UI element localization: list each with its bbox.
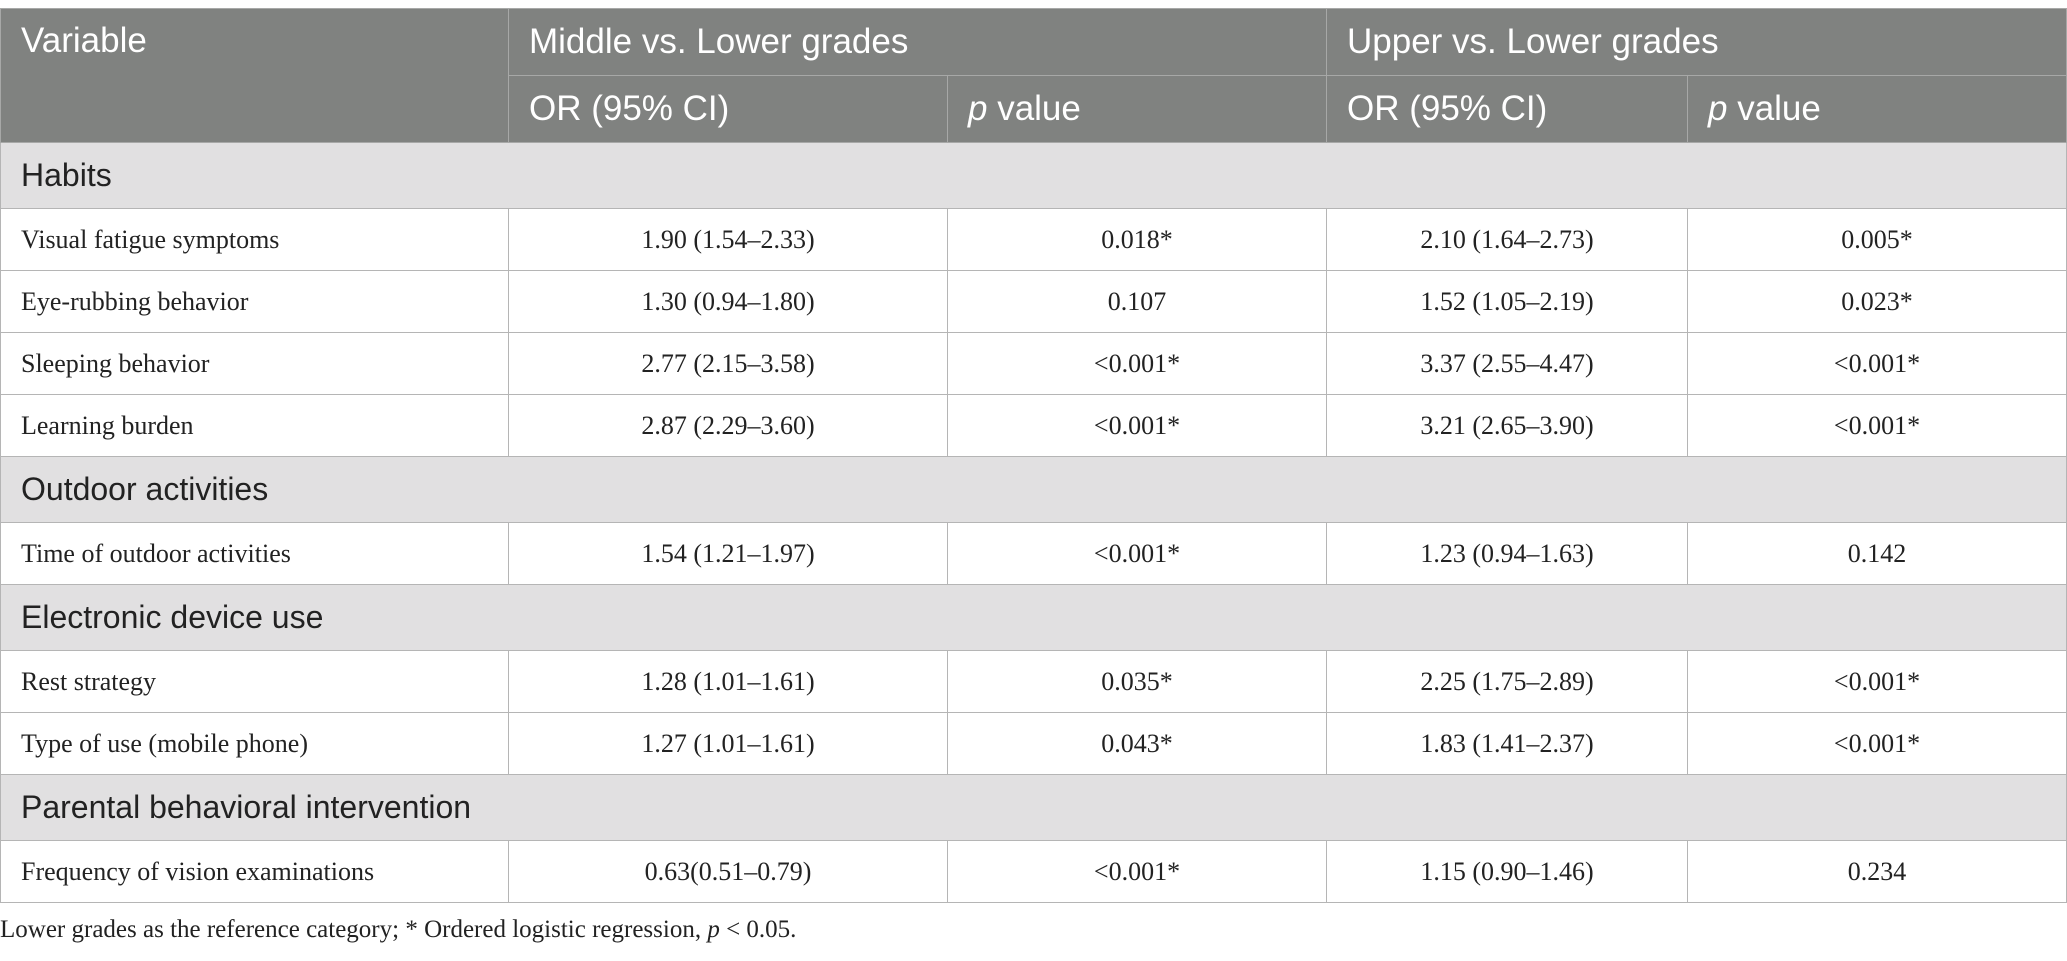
p-upper-cell: 0.234 [1686, 840, 2067, 903]
or-upper-cell: 1.52 (1.05–2.19) [1326, 270, 1688, 333]
or-middle-cell: 2.87 (2.29–3.60) [508, 394, 948, 457]
table-row: Eye-rubbing behavior 1.30 (0.94–1.80) 0.10… [0, 270, 2067, 333]
variable-cell: Rest strategy [0, 650, 509, 713]
header-group-upper: Upper vs. Lower grades [1325, 8, 2067, 76]
p-middle-cell: <0.001* [947, 522, 1327, 585]
p-middle-cell: 0.018* [947, 208, 1327, 271]
section-row: Electronic device use [0, 584, 2067, 651]
footnote-text: Lower grades as the reference category; … [0, 916, 708, 943]
table-row: Frequency of vision examinations 0.63(0.5… [0, 840, 2067, 903]
section-title: Electronic device use [0, 584, 2067, 651]
header-p-upper: p value [1686, 75, 2067, 143]
section-title: Outdoor activities [0, 456, 2067, 523]
header-variable: Variable [0, 8, 509, 143]
table-row: Time of outdoor activities 1.54 (1.21–1.9… [0, 522, 2067, 585]
section-row: Habits [0, 142, 2067, 209]
header-p-middle: p value [947, 75, 1327, 143]
table-row: Learning burden 2.87 (2.29–3.60) <0.001* 3.… [0, 394, 2067, 457]
table-row: Visual fatigue symptoms 1.90 (1.54–2.33) 0… [0, 208, 2067, 271]
p-middle-cell: <0.001* [947, 840, 1327, 903]
or-middle-cell: 1.90 (1.54–2.33) [508, 208, 948, 271]
variable-cell: Frequency of vision examinations [0, 840, 509, 903]
or-upper-cell: 3.21 (2.65–3.90) [1326, 394, 1688, 457]
p-middle-cell: 0.107 [947, 270, 1327, 333]
p-upper-cell: <0.001* [1686, 650, 2067, 713]
p-middle-cell: 0.043* [947, 712, 1327, 775]
or-upper-cell: 1.83 (1.41–2.37) [1326, 712, 1688, 775]
p-upper-cell: 0.142 [1686, 522, 2067, 585]
or-middle-cell: 1.27 (1.01–1.61) [508, 712, 948, 775]
section-row: Parental behavioral intervention [0, 774, 2067, 841]
p-middle-cell: <0.001* [947, 394, 1327, 457]
section-title: Parental behavioral intervention [0, 774, 2067, 841]
table-row: Rest strategy 1.28 (1.01–1.61) 0.035* 2.25 … [0, 650, 2067, 713]
or-upper-cell: 2.10 (1.64–2.73) [1326, 208, 1688, 271]
table-footnote: Lower grades as the reference category; … [0, 916, 796, 944]
table-row: Type of use (mobile phone) 1.27 (1.01–1.6… [0, 712, 2067, 775]
variable-cell: Time of outdoor activities [0, 522, 509, 585]
section-row: Outdoor activities [0, 456, 2067, 523]
or-middle-cell: 0.63(0.51–0.79) [508, 840, 948, 903]
or-upper-cell: 2.25 (1.75–2.89) [1326, 650, 1688, 713]
variable-cell: Type of use (mobile phone) [0, 712, 509, 775]
or-upper-cell: 1.15 (0.90–1.46) [1326, 840, 1688, 903]
or-middle-cell: 1.54 (1.21–1.97) [508, 522, 948, 585]
p-middle-cell: <0.001* [947, 332, 1327, 395]
p-upper-cell: <0.001* [1686, 394, 2067, 457]
variable-cell: Sleeping behavior [0, 332, 509, 395]
table-body: Habits Visual fatigue symptoms 1.90 (1.54–… [0, 142, 2067, 903]
footnote-p-italic: p [707, 916, 720, 943]
footnote-text-end: < 0.05. [719, 916, 797, 943]
header-or-middle: OR (95% CI) [508, 75, 948, 143]
or-middle-cell: 1.28 (1.01–1.61) [508, 650, 948, 713]
p-italic: p [1708, 89, 1728, 128]
p-value-label: value [1727, 89, 1821, 128]
header-or-upper: OR (95% CI) [1326, 75, 1688, 143]
or-middle-cell: 2.77 (2.15–3.58) [508, 332, 948, 395]
or-upper-cell: 3.37 (2.55–4.47) [1326, 332, 1688, 395]
or-middle-cell: 1.30 (0.94–1.80) [508, 270, 948, 333]
section-title: Habits [0, 142, 2067, 209]
p-italic: p [968, 89, 988, 128]
variable-cell: Learning burden [0, 394, 509, 457]
p-middle-cell: 0.035* [947, 650, 1327, 713]
p-upper-cell: 0.005* [1686, 208, 2067, 271]
p-upper-cell: <0.001* [1686, 332, 2067, 395]
or-upper-cell: 1.23 (0.94–1.63) [1326, 522, 1688, 585]
p-value-label: value [987, 89, 1081, 128]
table-row: Sleeping behavior 2.77 (2.15–3.58) <0.001*… [0, 332, 2067, 395]
results-table: Variable Middle vs. Lower grades Upper v… [0, 8, 2067, 903]
p-upper-cell: 0.023* [1686, 270, 2067, 333]
variable-cell: Visual fatigue symptoms [0, 208, 509, 271]
p-upper-cell: <0.001* [1686, 712, 2067, 775]
header-group-middle: Middle vs. Lower grades [508, 8, 1327, 76]
variable-cell: Eye-rubbing behavior [0, 270, 509, 333]
